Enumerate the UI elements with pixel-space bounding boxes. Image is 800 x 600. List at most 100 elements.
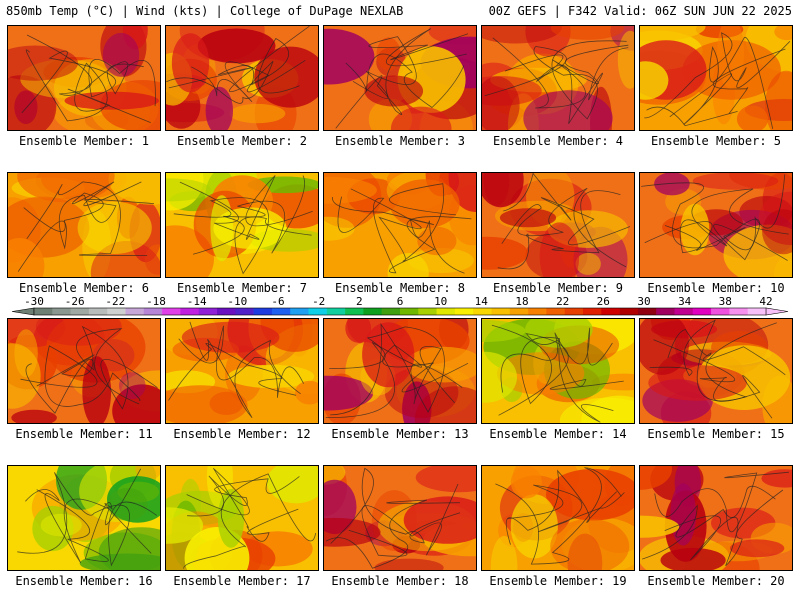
colorbar-high-arrow	[765, 307, 789, 316]
colorbar-swatch	[345, 308, 364, 315]
colorbar-swatch	[88, 308, 108, 315]
temperature-field	[640, 466, 792, 570]
ensemble-member-label: Ensemble Member: 9	[492, 281, 624, 295]
colorbar-tick-label: 22	[556, 295, 569, 308]
colorbar-swatch	[637, 308, 657, 315]
colorbar-tick-label: -2	[312, 295, 325, 308]
ensemble-member-label: Ensemble Member: 5	[650, 134, 782, 148]
ensemble-member-label: Ensemble Member: 6	[18, 281, 150, 295]
ensemble-member-label: Ensemble Member: 16	[15, 574, 153, 588]
ensemble-member-label: Ensemble Member: 11	[15, 427, 153, 441]
temperature-field	[324, 466, 476, 570]
colorbar-tick-label: -10	[227, 295, 247, 308]
colorbar-swatch	[271, 308, 291, 315]
colorbar-tick-label: 42	[759, 295, 772, 308]
ensemble-member-label: Ensemble Member: 3	[334, 134, 466, 148]
ensemble-member-map	[7, 25, 161, 131]
temperature-field	[324, 319, 476, 423]
colorbar-swatch	[34, 308, 53, 315]
ensemble-member-map	[165, 318, 319, 424]
temperature-field	[482, 26, 634, 130]
ensemble-member-label: Ensemble Member: 2	[176, 134, 308, 148]
colorbar-tick-label: 30	[637, 295, 650, 308]
temperature-field	[482, 466, 634, 570]
colorbar-tick-label: -30	[24, 295, 44, 308]
ensemble-member-map	[7, 172, 161, 278]
ensemble-member-map	[481, 172, 635, 278]
colorbar-tick-label: 14	[475, 295, 489, 308]
ensemble-member-label: Ensemble Member: 10	[647, 281, 785, 295]
colorbar-swatch	[107, 308, 126, 315]
temperature-field	[640, 26, 792, 130]
colorbar-swatch	[601, 308, 620, 315]
colorbar-swatch	[564, 308, 584, 315]
colorbar-swatch	[436, 308, 456, 315]
colorbar-tick-label: 2	[356, 295, 363, 308]
colorbar-swatch	[729, 308, 748, 315]
colorbar-swatch	[70, 308, 90, 315]
colorbar-swatch	[326, 308, 346, 315]
temperature-colorbar: -30 -26 -22 -18 -14 -10 -6 -2 2 6 10 14 18 22 26 30 34 38…	[0, 294, 800, 320]
colorbar-swatch	[363, 308, 382, 315]
ensemble-member-label: Ensemble Member: 1	[18, 134, 150, 148]
colorbar-tick-label: 18	[515, 295, 528, 308]
ensemble-member-label: Ensemble Member: 14	[489, 427, 627, 441]
colorbar-low-arrow	[11, 307, 35, 316]
ensemble-member-map	[323, 25, 477, 131]
colorbar-tick-label: 34	[678, 295, 692, 308]
colorbar-tick-label: 6	[397, 295, 404, 308]
colorbar-tick-label: -18	[146, 295, 166, 308]
ensemble-member-map	[639, 318, 793, 424]
colorbar-swatch	[52, 308, 71, 315]
model-run-info: 00Z GEFS | F342 Valid: 06Z SUN JUN 22 20…	[488, 4, 792, 18]
ensemble-member-label: Ensemble Member: 17	[173, 574, 311, 588]
ensemble-member-label: Ensemble Member: 8	[334, 281, 466, 295]
temperature-field	[640, 173, 792, 277]
ensemble-member-map	[7, 465, 161, 571]
ensemble-member-map	[639, 465, 793, 571]
colorbar-swatch	[235, 308, 254, 315]
colorbar-tick-label: -6	[271, 295, 284, 308]
ensemble-member-label: Ensemble Member: 19	[489, 574, 627, 588]
ensemble-member-map	[323, 172, 477, 278]
ensemble-member-map	[639, 172, 793, 278]
temperature-field	[324, 26, 476, 130]
colorbar-tick-label: -22	[105, 295, 125, 308]
colorbar-swatch	[253, 308, 273, 315]
temperature-field	[8, 173, 160, 277]
colorbar-swatch	[198, 308, 218, 315]
colorbar-swatch	[491, 308, 511, 315]
temperature-field	[166, 466, 318, 570]
temperature-field	[482, 173, 634, 277]
colorbar-swatch	[711, 308, 730, 315]
colorbar-swatch	[400, 308, 419, 315]
colorbar-swatch	[546, 308, 565, 315]
colorbar-swatch	[381, 308, 401, 315]
ensemble-member-map	[323, 318, 477, 424]
ensemble-member-label: Ensemble Member: 4	[492, 134, 624, 148]
colorbar-swatch	[747, 308, 767, 315]
ensemble-member-label: Ensemble Member: 20	[647, 574, 785, 588]
colorbar-swatch	[418, 308, 437, 315]
colorbar-swatch	[509, 308, 529, 315]
colorbar-swatch	[473, 308, 492, 315]
ensemble-member-label: Ensemble Member: 13	[331, 427, 469, 441]
colorbar-swatch	[674, 308, 694, 315]
temperature-field	[482, 319, 634, 423]
ensemble-member-label: Ensemble Member: 7	[176, 281, 308, 295]
temperature-field	[8, 319, 160, 423]
colorbar-swatch	[454, 308, 474, 315]
colorbar-swatch	[125, 308, 145, 315]
ensemble-member-label: Ensemble Member: 12	[173, 427, 311, 441]
map-title: 850mb Temp (°C) | Wind (kts) | College o…	[6, 4, 404, 18]
colorbar-tick-label: 10	[434, 295, 447, 308]
colorbar-swatch	[619, 308, 639, 315]
colorbar-swatch	[692, 308, 712, 315]
colorbar-swatch	[143, 308, 163, 315]
ensemble-member-map	[165, 465, 319, 571]
temperature-field	[8, 26, 160, 130]
temperature-field	[640, 319, 792, 423]
temperature-field	[166, 319, 318, 423]
colorbar-swatch	[308, 308, 328, 315]
ensemble-member-map	[639, 25, 793, 131]
